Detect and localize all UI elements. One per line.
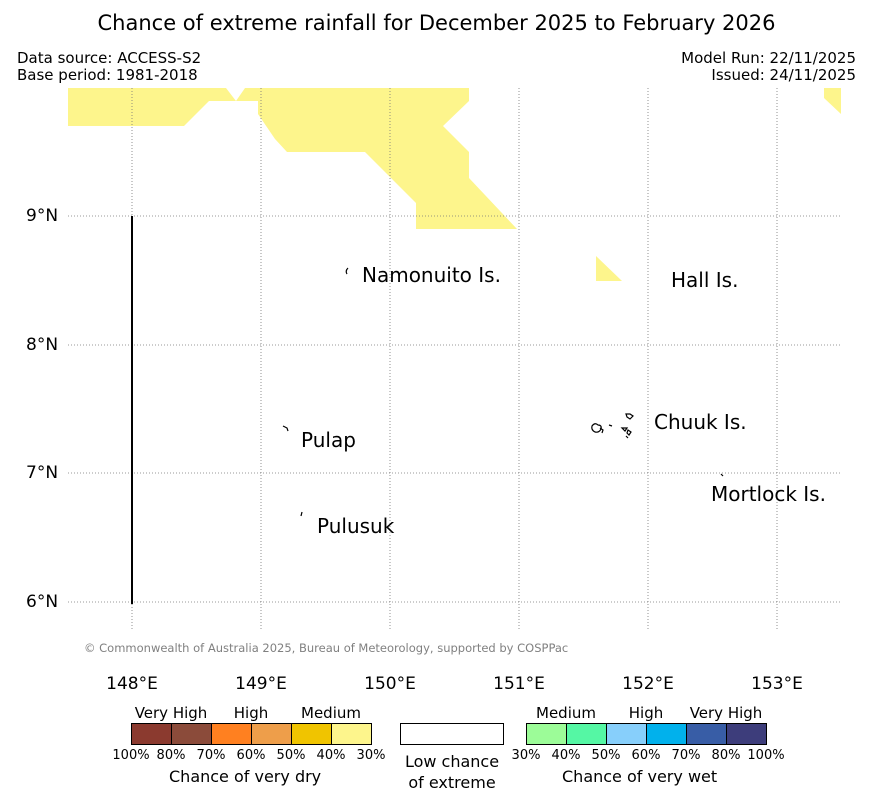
dry-shading-main bbox=[68, 88, 517, 229]
issued-text: Issued: 24/11/2025 bbox=[711, 66, 856, 84]
lon-label-149: 149°E bbox=[235, 674, 287, 694]
low-chance-swatch bbox=[400, 723, 504, 745]
wet-category-medium: Medium bbox=[536, 704, 596, 722]
island-label-hall: Hall Is. bbox=[671, 268, 739, 292]
wet-tick-60: 60% bbox=[631, 748, 661, 763]
dry-caption: Chance of very dry bbox=[169, 767, 322, 786]
dry-shading-small bbox=[596, 256, 622, 281]
dry-colorbar-frame bbox=[131, 723, 372, 745]
lon-label-148: 148°E bbox=[106, 674, 158, 694]
dry-tick-80: 80% bbox=[156, 748, 186, 763]
wet-tick-100: 100% bbox=[747, 748, 785, 763]
gridlines bbox=[68, 88, 841, 631]
wet-caption: Chance of very wet bbox=[562, 767, 718, 786]
model-run-text: Model Run: 22/11/2025 bbox=[681, 49, 856, 67]
dry-category-very-high: Very High bbox=[134, 704, 208, 722]
wet-tick-70: 70% bbox=[671, 748, 701, 763]
pulusuk-atoll bbox=[300, 511, 303, 517]
wet-category-very-high: Very High bbox=[689, 704, 763, 722]
wet-tick-30: 30% bbox=[511, 748, 541, 763]
lon-label-151: 151°E bbox=[493, 674, 545, 694]
low-chance-label: Low chance of extreme bbox=[400, 751, 504, 793]
chuuk-lagoon bbox=[591, 413, 634, 439]
island-label-namonuito: Namonuito Is. bbox=[362, 263, 501, 287]
lat-label-7n: 7°N bbox=[26, 463, 59, 483]
dry-category-medium: Medium bbox=[301, 704, 361, 722]
island-label-pulap: Pulap bbox=[301, 428, 356, 452]
chart-title: Chance of extreme rainfall for December … bbox=[97, 11, 776, 35]
low-chance-line1: Low chance bbox=[404, 752, 500, 771]
island-label-chuuk: Chuuk Is. bbox=[654, 410, 747, 434]
lat-label-6n: 6°N bbox=[26, 592, 59, 612]
low-chance-line2: of extreme bbox=[408, 773, 496, 792]
mortlock-atoll bbox=[720, 473, 724, 477]
island-label-pulusuk: Pulusuk bbox=[317, 514, 395, 538]
dry-tick-70: 70% bbox=[196, 748, 226, 763]
shaded-areas bbox=[68, 88, 841, 281]
run-info: Model Run: 22/11/2025 Issued: 24/11/2025 bbox=[681, 50, 856, 84]
lat-label-8n: 8°N bbox=[26, 335, 59, 355]
dry-shading-east-edge bbox=[824, 88, 841, 114]
copyright-credit: © Commonwealth of Australia 2025, Bureau… bbox=[84, 641, 569, 655]
wet-tick-50: 50% bbox=[591, 748, 621, 763]
data-source-text: Data source: ACCESS-S2 bbox=[17, 49, 202, 67]
wet-tick-80: 80% bbox=[711, 748, 741, 763]
namonuito-atoll bbox=[345, 267, 349, 275]
map-panel bbox=[68, 88, 841, 631]
wet-tick-40: 40% bbox=[551, 748, 581, 763]
dry-tick-50: 50% bbox=[276, 748, 306, 763]
dry-tick-100: 100% bbox=[112, 748, 150, 763]
wet-category-high: High bbox=[628, 704, 664, 722]
pulap-atoll bbox=[282, 425, 289, 432]
island-label-mortlock: Mortlock Is. bbox=[711, 482, 826, 506]
dry-tick-40: 40% bbox=[316, 748, 346, 763]
dry-tick-60: 60% bbox=[236, 748, 266, 763]
island-shapes bbox=[282, 267, 724, 517]
dry-category-high: High bbox=[233, 704, 269, 722]
base-period-text: Base period: 1981-2018 bbox=[17, 66, 198, 84]
wet-colorbar-frame bbox=[526, 723, 767, 745]
lon-label-150: 150°E bbox=[364, 674, 416, 694]
lat-label-9n: 9°N bbox=[26, 206, 59, 226]
source-info: Data source: ACCESS-S2 Base period: 1981… bbox=[17, 50, 201, 84]
lon-label-152: 152°E bbox=[622, 674, 674, 694]
dry-tick-30: 30% bbox=[356, 748, 386, 763]
lon-label-153: 153°E bbox=[751, 674, 803, 694]
